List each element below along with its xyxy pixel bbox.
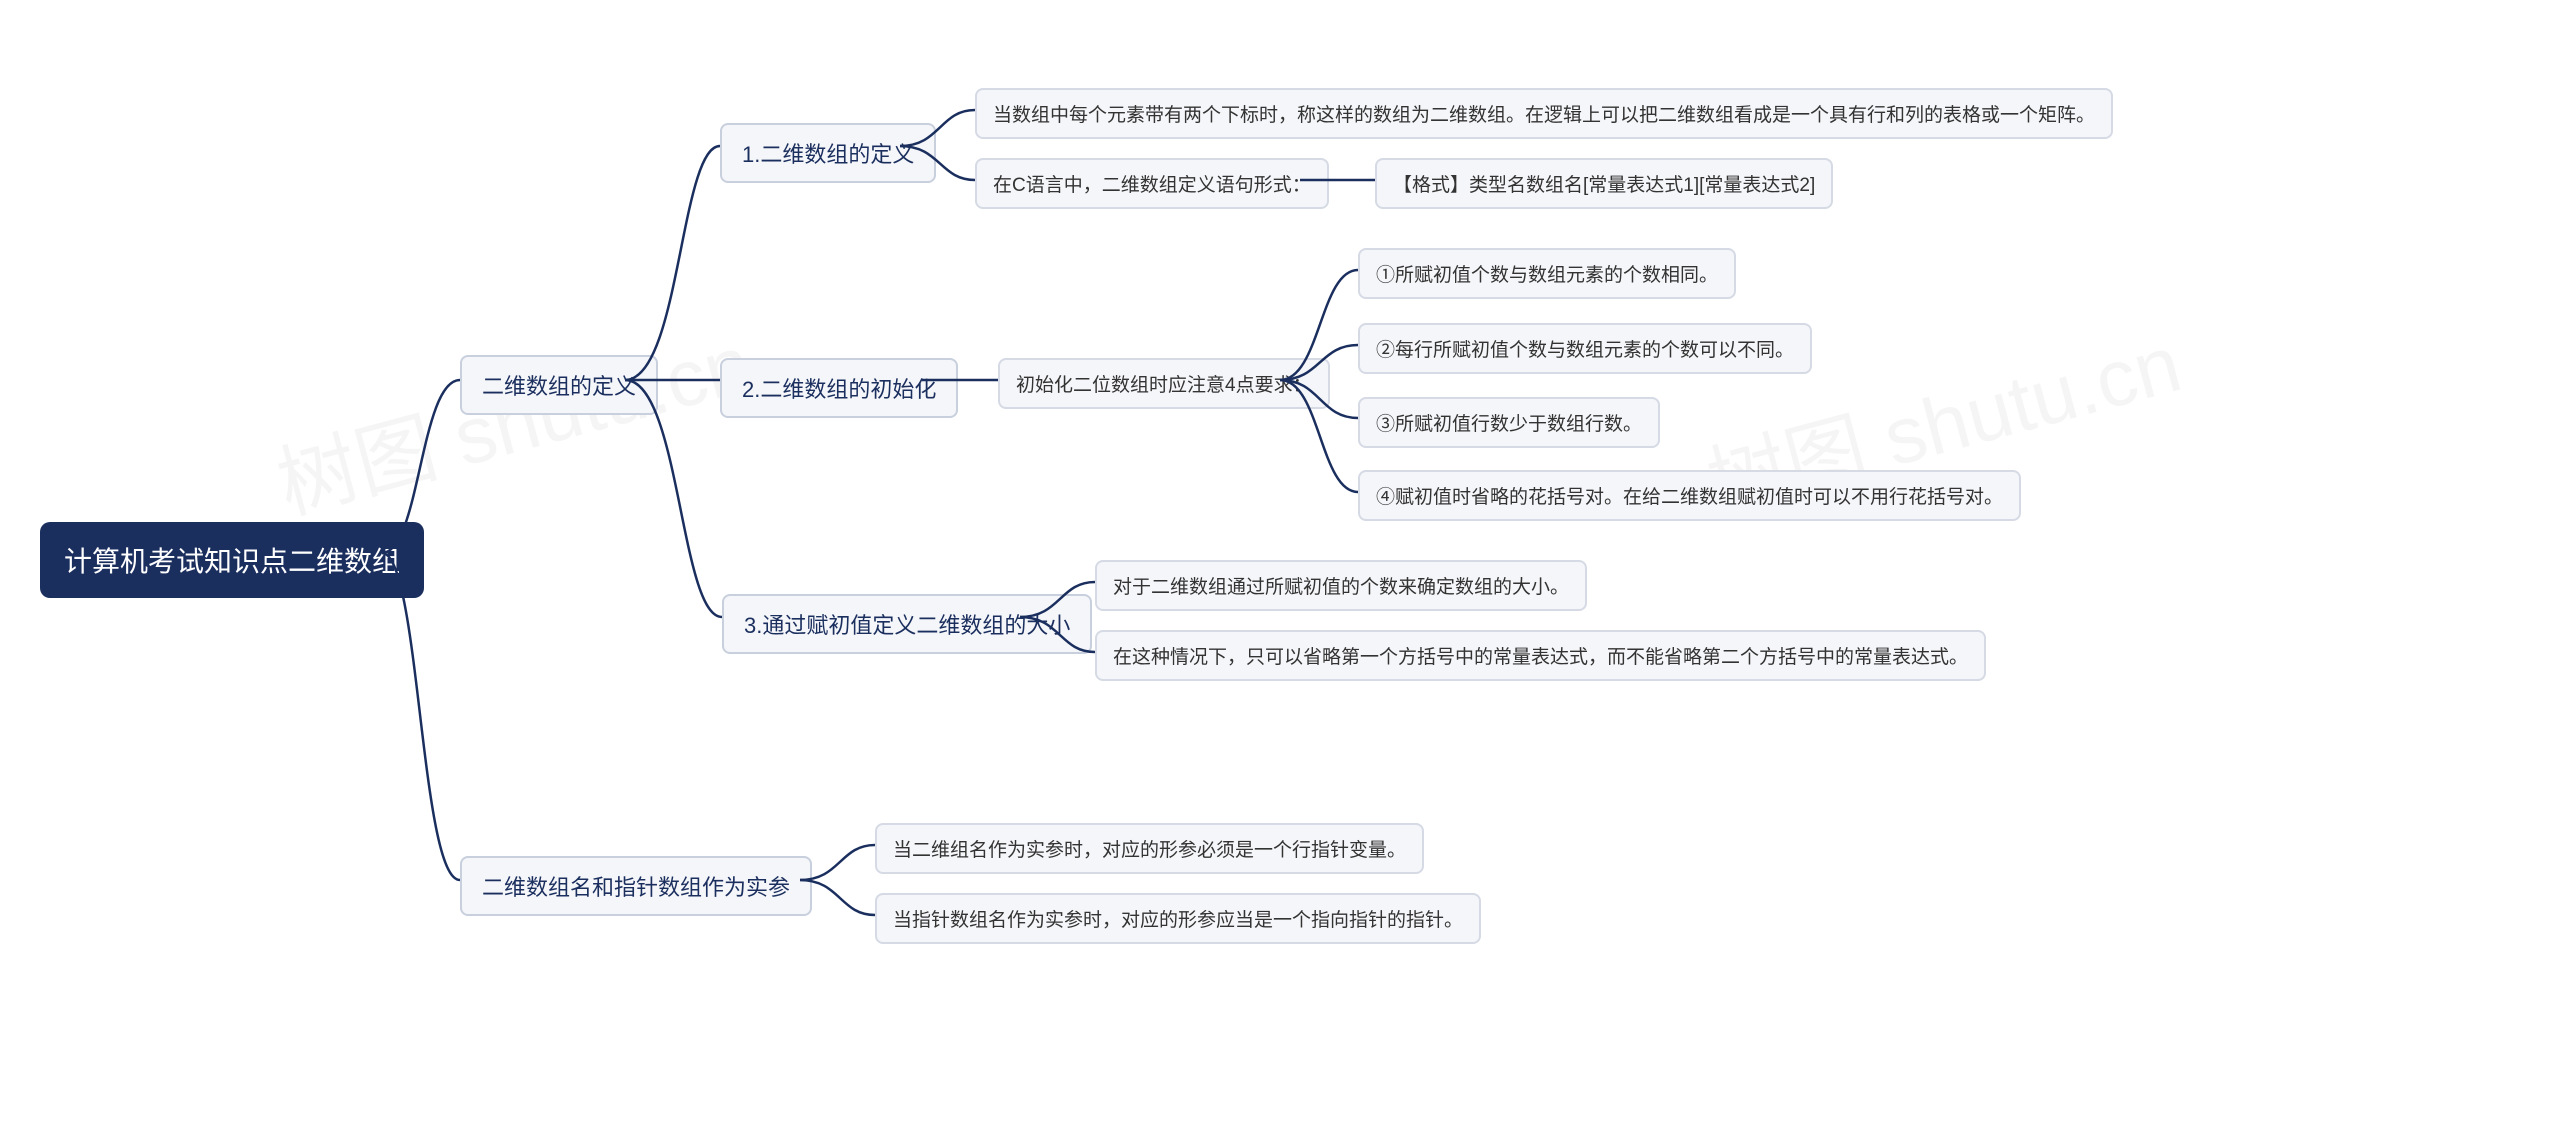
root-node: 计算机考试知识点二维数组 <box>40 522 424 598</box>
leaf-def-syntax: 在C语言中，二维数组定义语句形式： <box>975 158 1329 209</box>
leaf-pointer-2: 当指针数组名作为实参时，对应的形参应当是一个指向指针的指针。 <box>875 893 1481 944</box>
leaf-size-2: 在这种情况下，只可以省略第一个方括号中的常量表达式，而不能省略第二个方括号中的常… <box>1095 630 1986 681</box>
leaf-def-format: 【格式】类型名数组名[常量表达式1][常量表达式2] <box>1375 158 1833 209</box>
leaf-def-description: 当数组中每个元素带有两个下标时，称这样的数组为二维数组。在逻辑上可以把二维数组看… <box>975 88 2113 139</box>
leaf-init-req-2: ②每行所赋初值个数与数组元素的个数可以不同。 <box>1358 323 1812 374</box>
section-definition: 二维数组的定义 <box>460 355 658 415</box>
leaf-init-requirements: 初始化二位数组时应注意4点要求： <box>998 358 1330 409</box>
subsection-2-initialization: 2.二维数组的初始化 <box>720 358 958 418</box>
leaf-init-req-1: ①所赋初值个数与数组元素的个数相同。 <box>1358 248 1736 299</box>
leaf-size-1: 对于二维数组通过所赋初值的个数来确定数组的大小。 <box>1095 560 1587 611</box>
leaf-init-req-3: ③所赋初值行数少于数组行数。 <box>1358 397 1660 448</box>
subsection-1-definition: 1.二维数组的定义 <box>720 123 936 183</box>
subsection-3-size: 3.通过赋初值定义二维数组的大小 <box>722 594 1092 654</box>
mindmap-container: 计算机考试知识点二维数组 二维数组的定义 1.二维数组的定义 当数组中每个元素带… <box>0 0 2560 1133</box>
leaf-init-req-4: ④赋初值时省略的花括号对。在给二维数组赋初值时可以不用行花括号对。 <box>1358 470 2021 521</box>
section-pointer-array: 二维数组名和指针数组作为实参 <box>460 856 812 916</box>
leaf-pointer-1: 当二维组名作为实参时，对应的形参必须是一个行指针变量。 <box>875 823 1424 874</box>
